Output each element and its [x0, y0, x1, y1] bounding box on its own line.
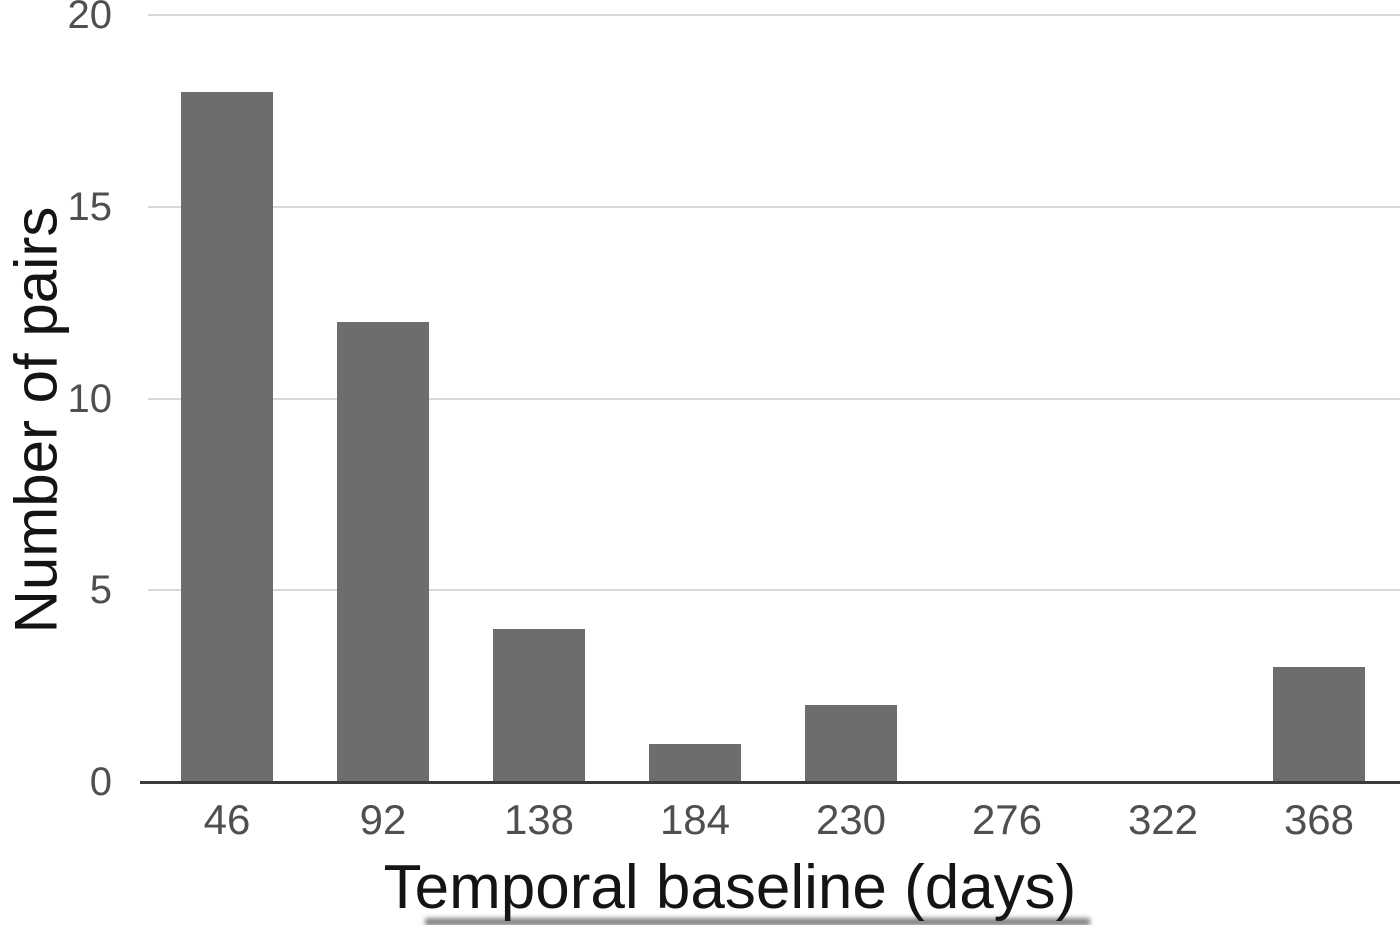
y-tick-0: 0 [89, 760, 112, 804]
bar-46 [181, 91, 273, 782]
x-tick-92: 92 [359, 796, 407, 843]
x-tick-46: 46 [203, 796, 251, 843]
x-tick-138: 138 [503, 796, 575, 843]
bar-184 [649, 743, 741, 782]
y-tick-5: 5 [89, 568, 112, 613]
bar-92 [337, 321, 429, 782]
y-tick-20: 20 [67, 0, 113, 37]
bar-230 [805, 705, 897, 782]
x-tick-276: 276 [971, 796, 1043, 843]
x-axis-line [140, 781, 1400, 784]
x-tick-322: 322 [1127, 796, 1199, 843]
bar-368 [1273, 666, 1365, 782]
y-tick-10: 10 [67, 376, 113, 421]
y-axis-title: Number of pairs [2, 206, 70, 634]
gridline-y-15 [148, 205, 1400, 208]
bottom-edge-artifact [425, 918, 1090, 925]
gridline-y-5 [148, 589, 1400, 592]
y-tick-15: 15 [67, 184, 113, 229]
x-tick-230: 230 [815, 796, 887, 843]
gridline-y-20 [148, 14, 1400, 16]
x-tick-368: 368 [1283, 796, 1355, 843]
bar-138 [493, 628, 585, 782]
gridline-y-10 [148, 397, 1400, 400]
x-tick-184: 184 [659, 796, 731, 843]
x-axis-title: Temporal baseline (days) [383, 853, 1077, 922]
